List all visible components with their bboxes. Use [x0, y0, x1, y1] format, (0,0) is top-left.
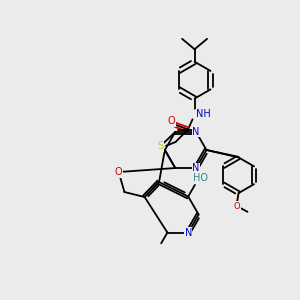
- Text: O: O: [168, 116, 175, 126]
- Text: O: O: [115, 167, 122, 177]
- Text: NH: NH: [196, 109, 210, 119]
- Text: S: S: [158, 141, 164, 152]
- Text: N: N: [192, 163, 200, 173]
- Text: HO: HO: [193, 173, 208, 184]
- Text: N: N: [192, 127, 200, 137]
- Text: N: N: [184, 227, 192, 238]
- Text: O: O: [234, 202, 240, 211]
